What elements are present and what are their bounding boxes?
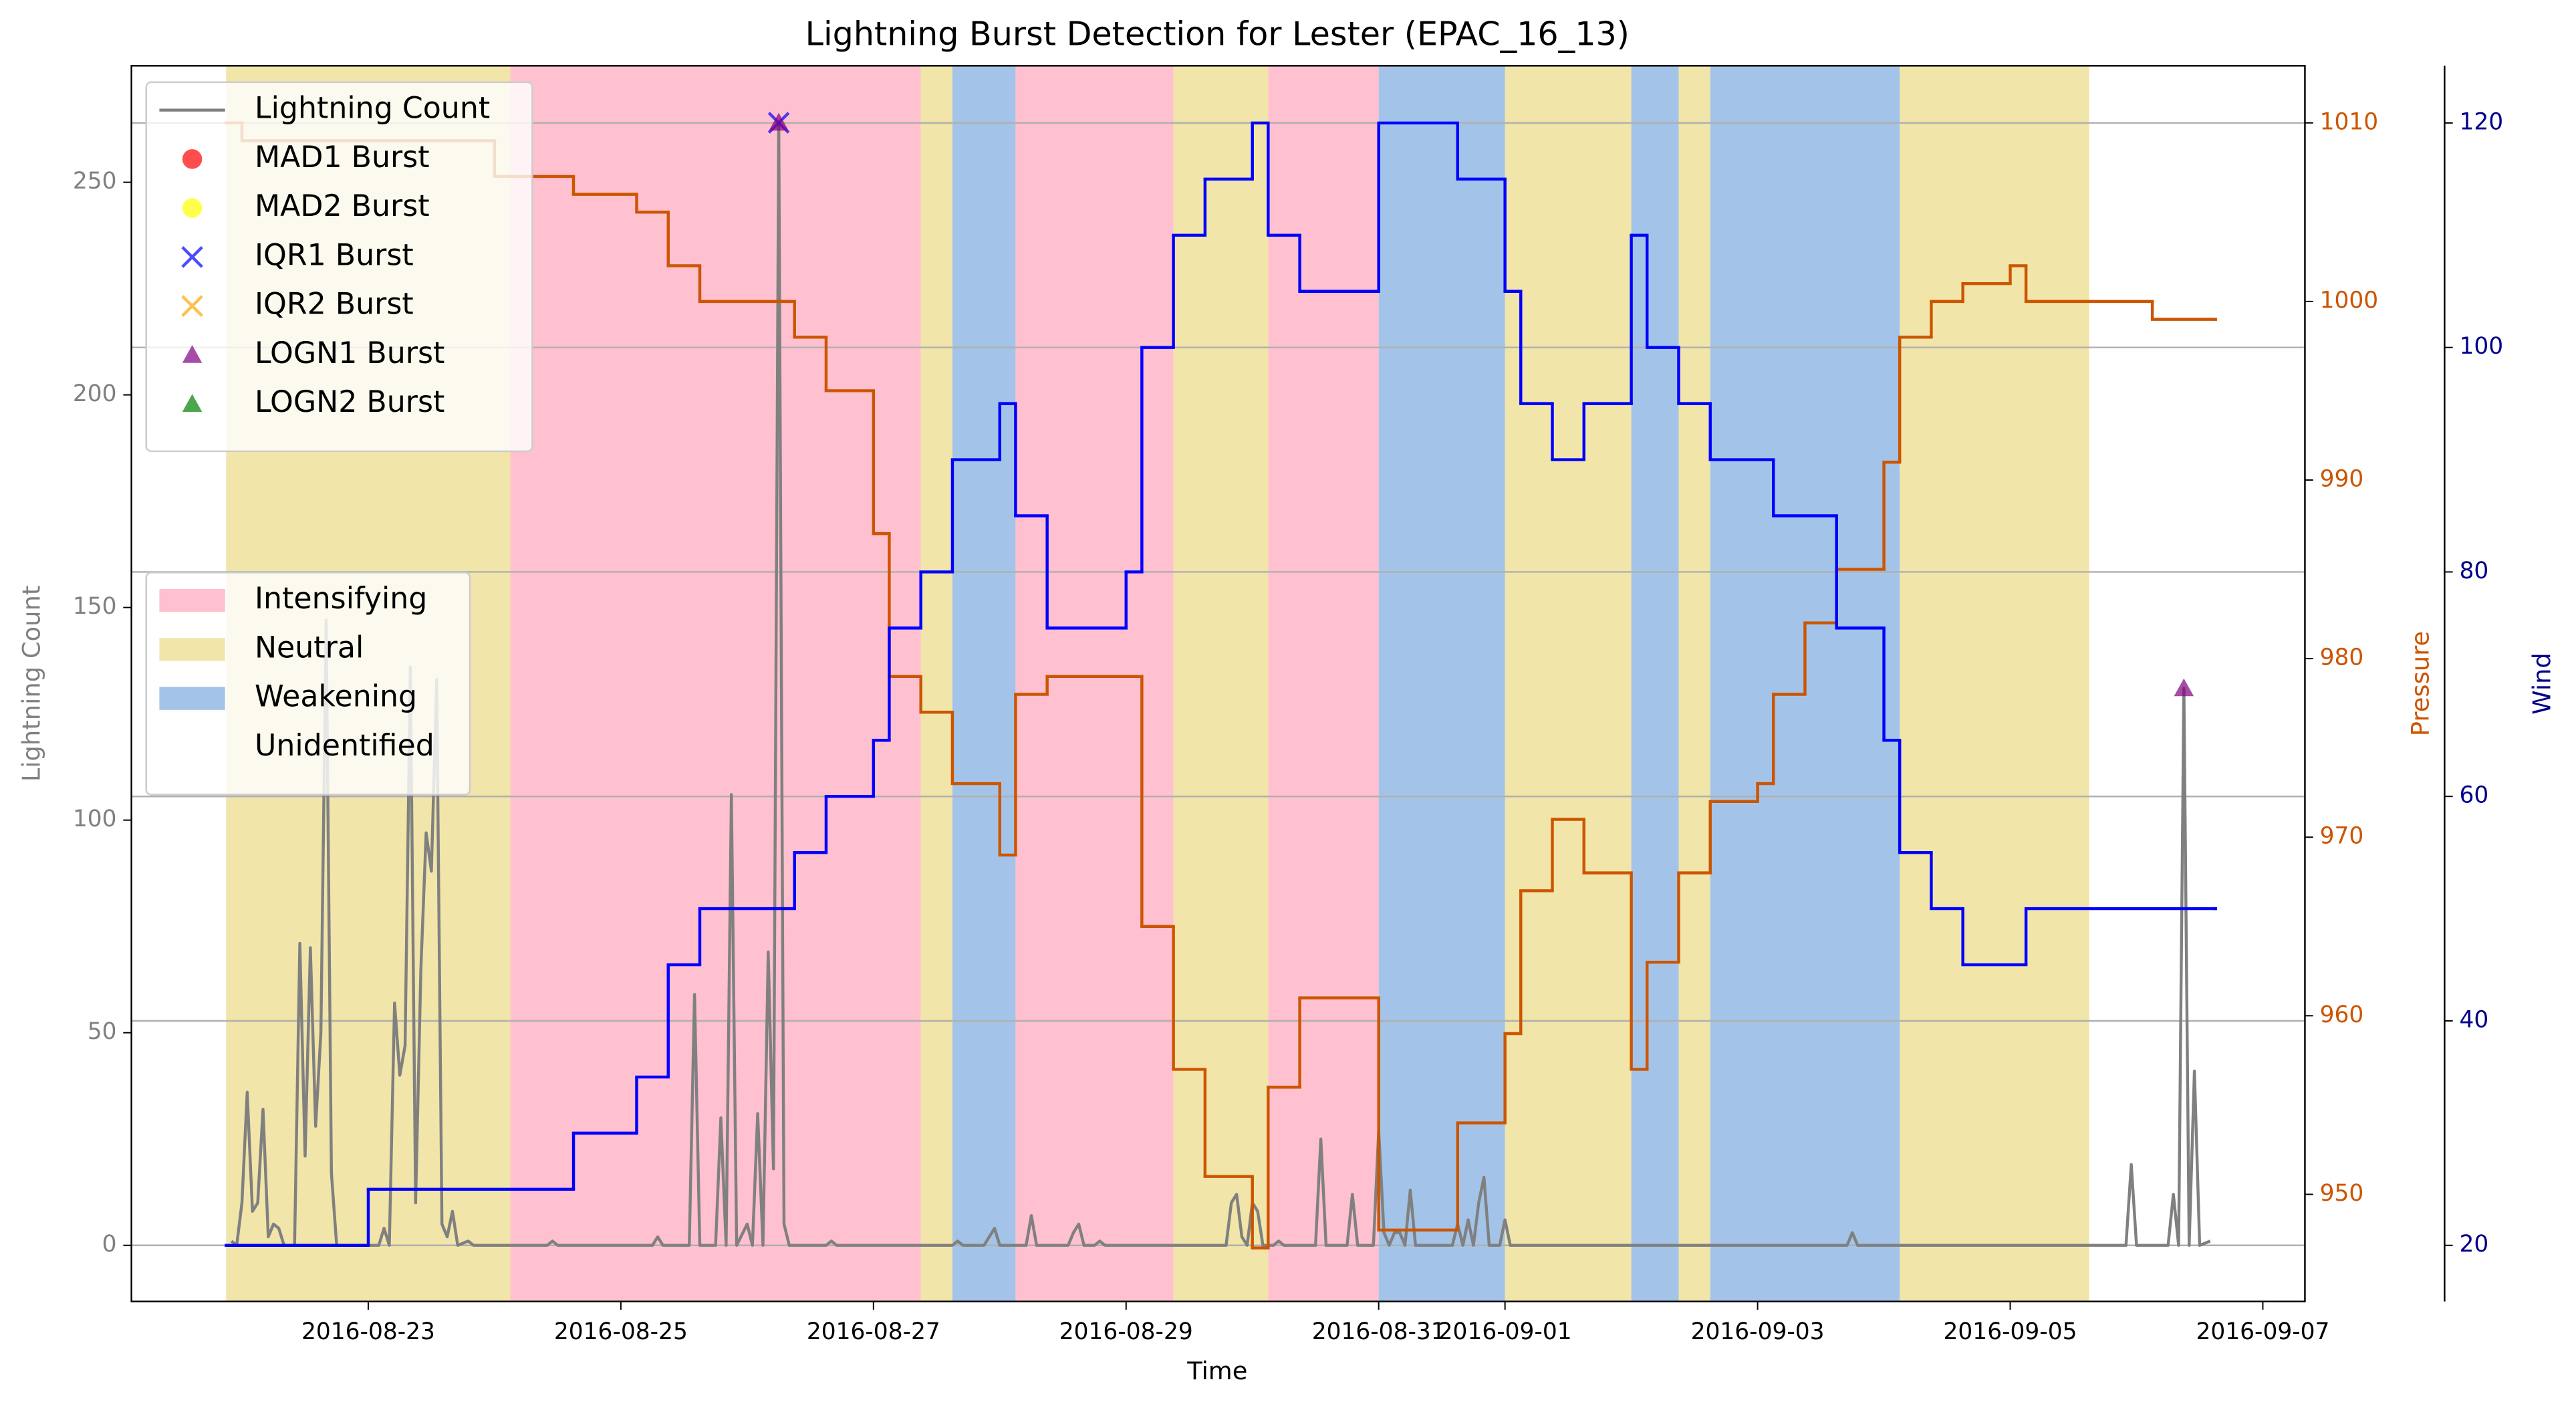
legend-label: IQR1 Burst xyxy=(255,238,414,272)
y2-tick-label: 970 xyxy=(2320,823,2364,850)
legend-label: Weakening xyxy=(255,680,417,714)
legend-label: MAD1 Burst xyxy=(255,140,430,174)
legend-label: Unidentified xyxy=(255,729,434,763)
legend-label: LOGN1 Burst xyxy=(255,336,444,370)
plot-frame xyxy=(130,65,2306,1302)
phase-span xyxy=(1378,66,1505,1302)
legend-swatch xyxy=(159,735,225,759)
y2-tick-label: 990 xyxy=(2320,466,2364,493)
y3-tick-label: 40 xyxy=(2459,1006,2488,1033)
y-tick-label: 50 xyxy=(88,1018,117,1045)
phase-span xyxy=(1631,66,1679,1302)
legend-swatch xyxy=(182,149,203,169)
y2-tick-label: 960 xyxy=(2320,1002,2364,1028)
legend-swatch xyxy=(159,687,225,710)
phase-span xyxy=(1268,66,1379,1302)
y2-tick-label: 1000 xyxy=(2320,287,2379,314)
y-tick-label: 150 xyxy=(73,593,117,620)
series-line xyxy=(230,121,2211,1247)
phase-span xyxy=(920,66,952,1302)
y2-tick-label: 950 xyxy=(2320,1180,2364,1207)
x-tick-label: 2016-09-05 xyxy=(1944,1318,2077,1345)
chart-title: Lightning Burst Detection for Lester (EP… xyxy=(805,15,1630,53)
legend-swatch xyxy=(159,638,225,661)
legend-swatch xyxy=(182,345,203,363)
legend-swatch xyxy=(181,295,203,317)
y3-axis-label: Wind xyxy=(2527,653,2556,715)
legend-label: Neutral xyxy=(255,630,364,665)
legend-swatch xyxy=(181,246,203,268)
legend-label: LOGN2 Burst xyxy=(255,385,444,419)
y-tick-label: 0 xyxy=(102,1231,117,1258)
y-tick-label: 100 xyxy=(73,806,117,832)
x-tick-label: 2016-08-23 xyxy=(301,1318,435,1345)
x-tick-label: 2016-09-03 xyxy=(1691,1318,1825,1345)
burst-marker xyxy=(2174,678,2194,697)
y-tick-label: 250 xyxy=(73,168,117,195)
legend-label: Intensifying xyxy=(255,582,427,616)
x-tick-label: 2016-09-01 xyxy=(1438,1318,1572,1345)
legend-label: IQR2 Burst xyxy=(255,287,414,322)
y2-axis-label: Pressure xyxy=(2406,631,2434,736)
phase-span xyxy=(1678,66,1710,1302)
y2-tick-label: 1010 xyxy=(2320,108,2379,135)
phase-span xyxy=(1900,66,2089,1302)
y-axis-label: Lightning Count xyxy=(17,586,46,782)
x-tick-label: 2016-08-31 xyxy=(1312,1318,1446,1345)
legend-swatch xyxy=(182,394,203,412)
phase-span xyxy=(952,66,1016,1302)
x-tick-label: 2016-09-07 xyxy=(2196,1318,2329,1345)
legend-label: Lightning Count xyxy=(255,92,490,126)
legend-box xyxy=(145,81,533,453)
x-tick-label: 2016-08-25 xyxy=(554,1318,688,1345)
x-tick-label: 2016-08-27 xyxy=(807,1318,940,1345)
legend-box xyxy=(145,572,471,796)
phase-span xyxy=(1015,66,1174,1302)
y3-tick-label: 60 xyxy=(2459,782,2488,809)
y2-tick-label: 980 xyxy=(2320,645,2364,671)
y3-tick-label: 80 xyxy=(2459,558,2488,584)
y3-tick-label: 120 xyxy=(2459,108,2503,135)
phase-span xyxy=(1173,66,1269,1302)
y-tick-label: 200 xyxy=(73,380,117,407)
phase-span xyxy=(510,66,921,1302)
legend-label: MAD2 Burst xyxy=(255,189,430,223)
x-tick-label: 2016-08-29 xyxy=(1059,1318,1193,1345)
burst-marker xyxy=(769,112,789,131)
x-axis-label: Time xyxy=(1186,1357,1247,1385)
phase-span xyxy=(1505,66,1632,1302)
legend-swatch xyxy=(159,588,225,612)
y3-tick-label: 100 xyxy=(2459,333,2503,360)
y3-tick-label: 20 xyxy=(2459,1231,2488,1258)
legend-swatch xyxy=(182,198,203,218)
